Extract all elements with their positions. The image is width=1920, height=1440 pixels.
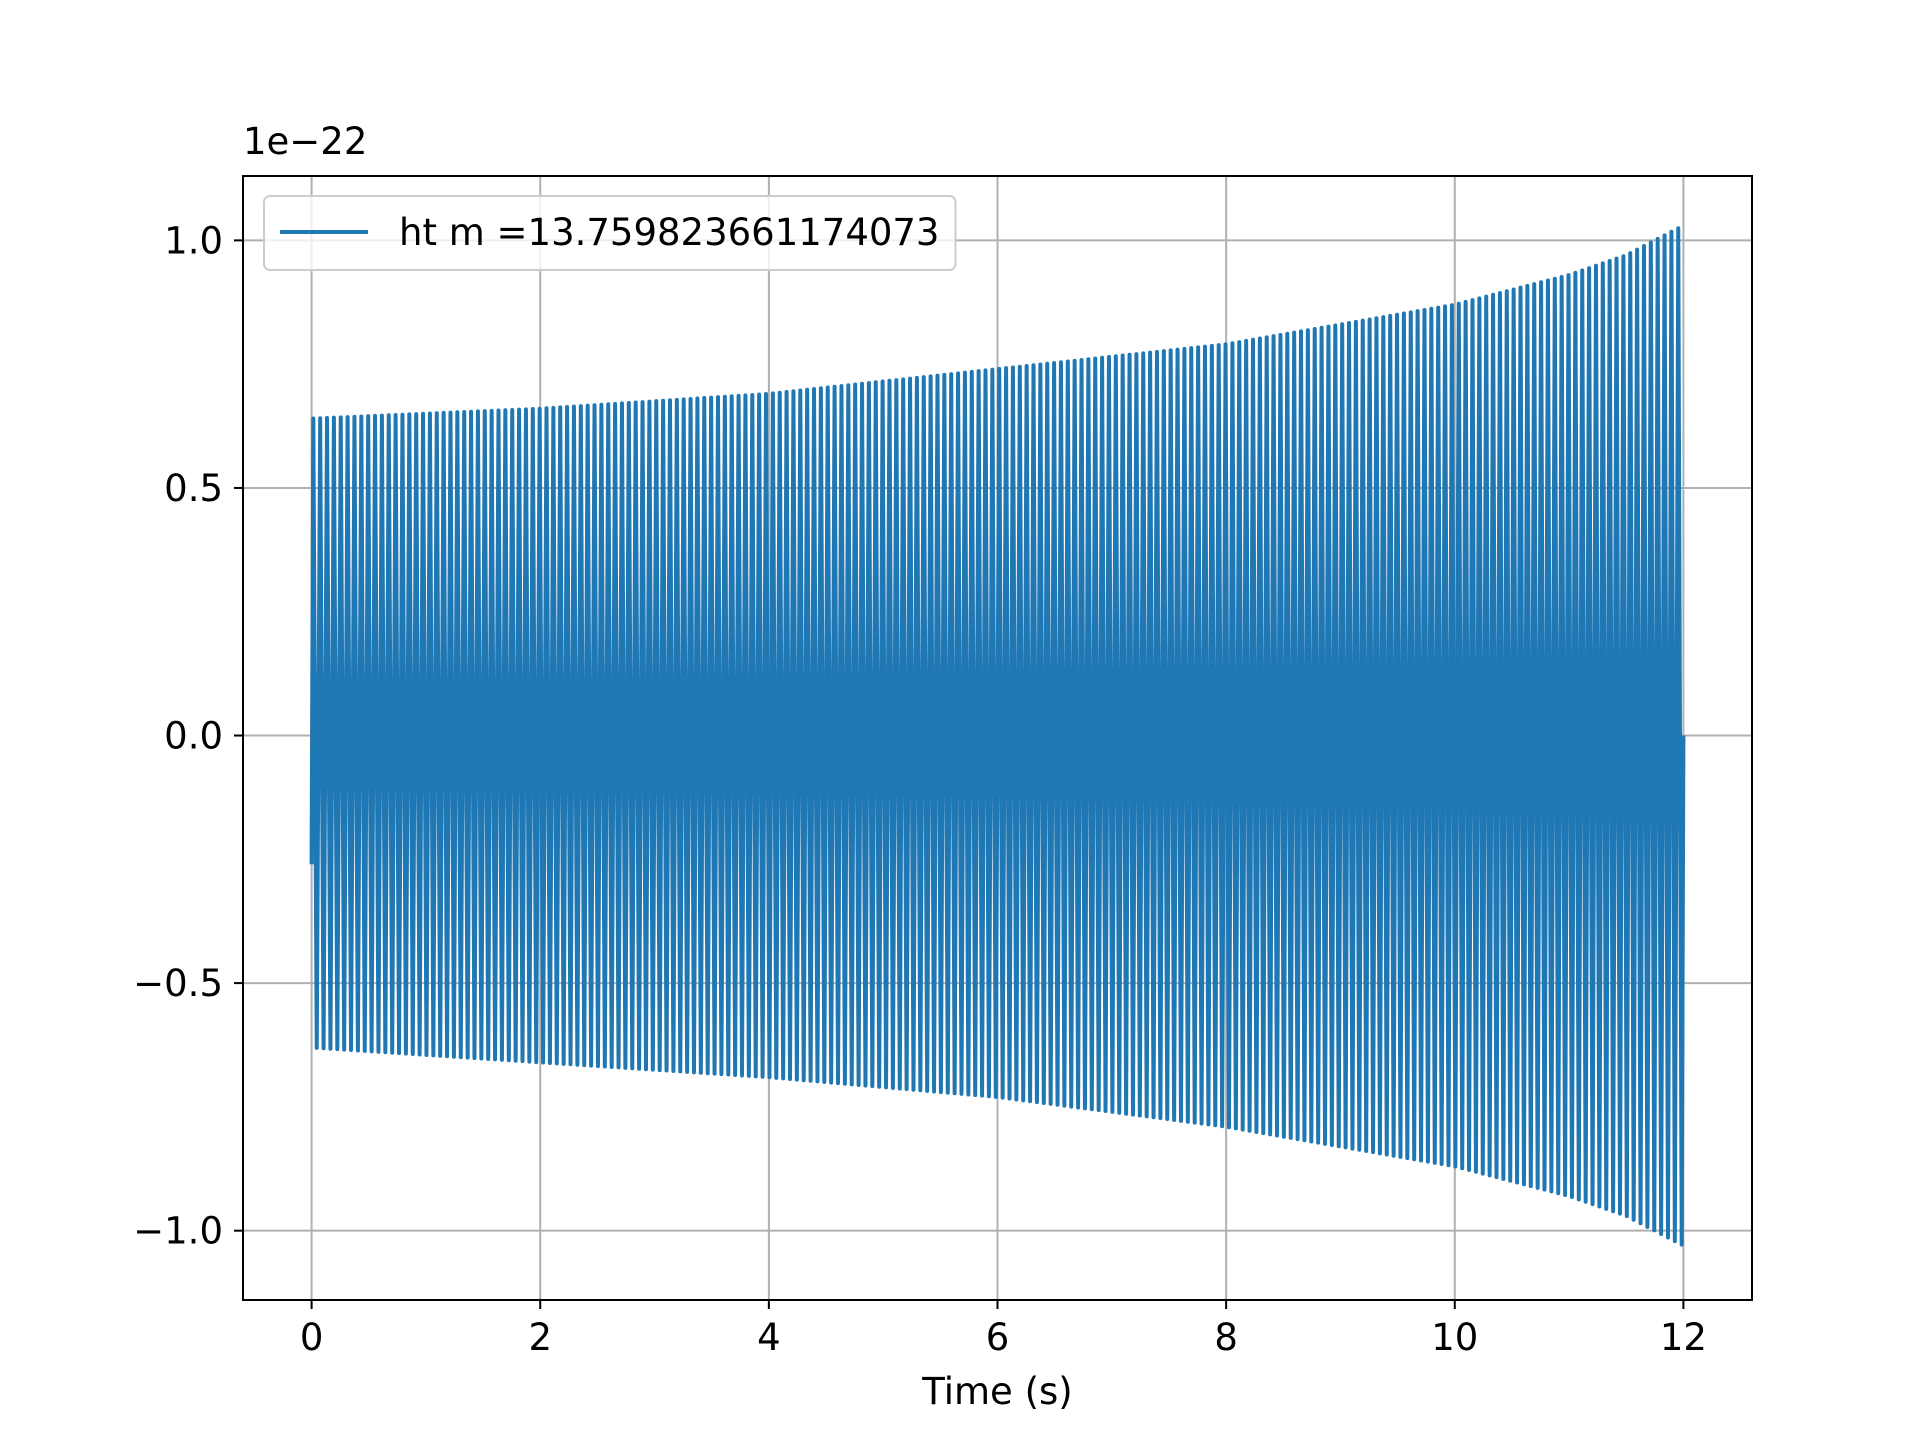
y-tick-label: −1.0 xyxy=(133,1210,223,1253)
x-tick-label: 6 xyxy=(986,1316,1010,1359)
series-line xyxy=(309,226,1686,1247)
x-tick-label: 4 xyxy=(757,1316,781,1359)
y-tick-label: 0.5 xyxy=(164,467,223,510)
y-axis-offset-label: 1e−22 xyxy=(243,120,367,163)
ticks: 0 2 4 6 8 10 12 −1.0 −0.5 0.0 0.5 1.0 xyxy=(133,219,1707,1359)
legend-box xyxy=(263,195,957,271)
x-tick-label: 12 xyxy=(1660,1316,1707,1359)
series-layer xyxy=(309,226,1686,1247)
x-axis-label: Time (s) xyxy=(921,1370,1072,1413)
x-tick-label: 2 xyxy=(528,1316,552,1359)
y-tick-label: −0.5 xyxy=(133,962,223,1005)
x-tick-label: 8 xyxy=(1214,1316,1238,1359)
legend: ht m =13.759823661174073 xyxy=(263,195,957,271)
y-tick-label: 0.0 xyxy=(164,715,223,758)
legend-label: ht m =13.759823661174073 xyxy=(399,211,939,254)
x-tick-label: 10 xyxy=(1431,1316,1478,1359)
y-tick-label: 1.0 xyxy=(164,219,223,262)
x-tick-label: 0 xyxy=(300,1316,324,1359)
